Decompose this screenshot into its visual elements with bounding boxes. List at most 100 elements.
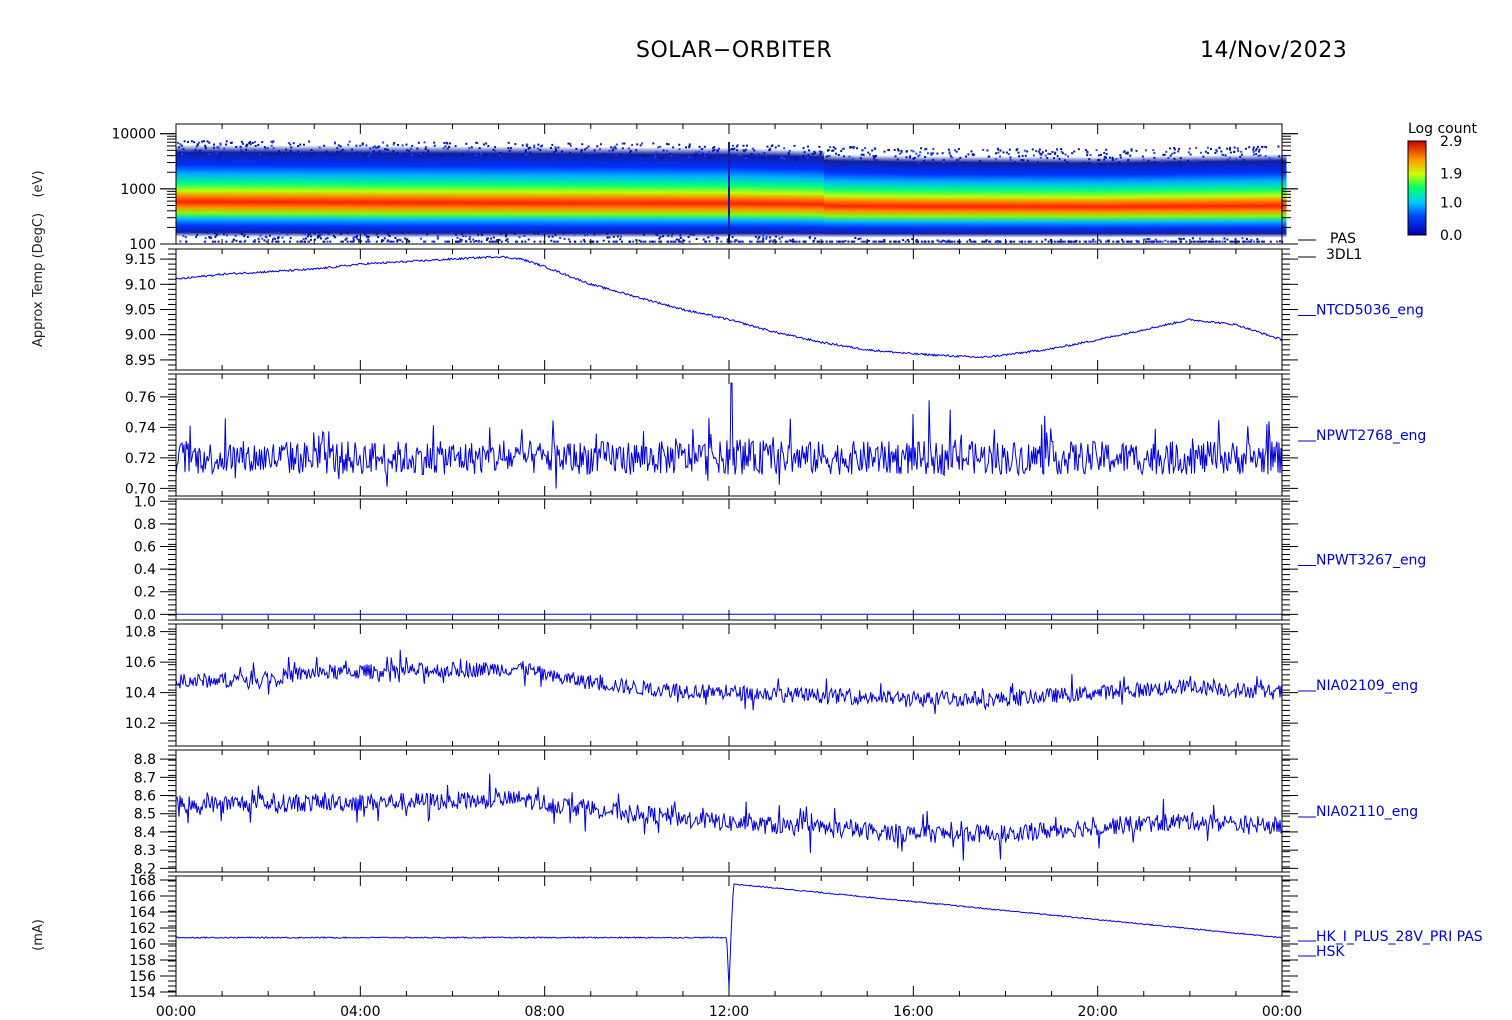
- panel-frame: [175, 623, 1283, 747]
- spectrogram-column: [380, 145, 387, 238]
- spectrogram-column: [842, 154, 849, 238]
- y-tick-label: 0.4: [134, 562, 156, 578]
- spectrogram-column: [1268, 154, 1275, 238]
- spectrogram-column: [1238, 154, 1245, 238]
- y-tick-label: 0.72: [125, 451, 156, 467]
- spectrogram-column: [1106, 156, 1113, 238]
- trace-nia02109-eng: [175, 649, 1283, 714]
- spectrogram-column: [572, 146, 579, 238]
- y-tick-label: 10.8: [125, 625, 156, 641]
- y-tick-label: 1.0: [134, 494, 156, 510]
- spectrogram-column: [1052, 156, 1059, 238]
- spectrogram-column: [1010, 156, 1017, 238]
- spectrogram-column: [680, 147, 687, 238]
- spectrogram-column: [1148, 155, 1155, 238]
- spectrogram-column: [476, 146, 483, 238]
- y-tick-label: 0.6: [134, 539, 156, 555]
- y-tick-label: 9.15: [125, 252, 156, 268]
- y-tick-label: 154: [129, 985, 156, 1001]
- spectrogram-column: [512, 146, 519, 238]
- colorbar-tick-label: 2.9: [1440, 134, 1462, 150]
- spectrogram-column: [206, 144, 213, 237]
- spectrogram-column: [578, 146, 585, 238]
- spectrogram-column: [434, 145, 441, 238]
- panel-label: NIA02109_eng: [1316, 678, 1418, 694]
- spectrogram-column: [296, 145, 303, 238]
- spectrogram-column: [338, 145, 345, 238]
- spectrogram-column: [1232, 154, 1239, 238]
- spectrogram-column: [662, 147, 669, 238]
- y-tick-label: 1000: [120, 182, 156, 198]
- spectrogram: [176, 144, 1287, 238]
- spectrogram-column: [1016, 156, 1023, 238]
- spectrogram-column: [212, 144, 219, 238]
- spectrogram-column: [620, 147, 627, 238]
- spectrogram-column: [656, 147, 663, 238]
- spectrogram-column: [332, 145, 339, 238]
- spectrogram-column: [464, 146, 471, 238]
- spectrogram-column: [548, 146, 555, 238]
- spectrogram-column: [230, 144, 237, 238]
- spectrogram-column: [722, 147, 729, 238]
- spectrogram-column: [494, 146, 501, 238]
- panel-frame: [175, 749, 1283, 873]
- spectrogram-column: [1274, 154, 1281, 238]
- spectrogram-column: [1070, 156, 1077, 238]
- spectrogram-column: [788, 149, 795, 238]
- spectrogram-column: [650, 147, 657, 238]
- spectrogram-column: [1214, 154, 1221, 238]
- y-tick-label: 160: [129, 937, 156, 953]
- spectrogram-column: [1160, 155, 1167, 238]
- spectrogram-column: [596, 146, 603, 238]
- spectrogram-column: [308, 145, 315, 238]
- spectrogram-column: [1118, 156, 1125, 238]
- panel-label-main: HK_I_PLUS_28V_PRI PAS: [1316, 929, 1483, 945]
- spectrogram-column: [638, 147, 645, 238]
- spectrogram-column: [668, 147, 675, 238]
- colorbar: Log count 2.9 1.9 1.0 0.0: [1407, 121, 1477, 244]
- spectrogram-column: [542, 146, 549, 238]
- panel-5: 10.2 10.4 10.6 10.8 NIA02109_eng: [125, 623, 1418, 747]
- spectrogram-column: [626, 147, 633, 238]
- spectrogram-column: [710, 147, 717, 238]
- spectrogram-column: [674, 147, 681, 238]
- spectrogram-column: [500, 146, 507, 238]
- spectrogram-column: [1262, 154, 1269, 238]
- spectrogram-column: [374, 145, 381, 238]
- spectrogram-column: [554, 146, 561, 238]
- spectrogram-column: [392, 145, 399, 238]
- spectrogram-column: [1034, 156, 1041, 238]
- y-tick-label: 8.2: [134, 861, 156, 877]
- spectrogram-column: [890, 155, 897, 238]
- spectrogram-column: [344, 145, 351, 238]
- y-tick-label: 0.0: [134, 607, 156, 623]
- spectrogram-column: [614, 146, 621, 238]
- spectrogram-column: [188, 144, 195, 237]
- spectrogram-column: [950, 155, 957, 238]
- spectrogram-column: [458, 146, 465, 238]
- spectrogram-column: [1046, 156, 1053, 238]
- spectrogram-column: [530, 146, 537, 238]
- spectrogram-column: [350, 145, 357, 238]
- spectrogram-column: [398, 145, 405, 238]
- panel-6: 8.2 8.3 8.4 8.5 8.6 8.7 8.8 NIA02110_eng: [134, 749, 1418, 877]
- panel-label-sub: HSK: [1316, 944, 1345, 960]
- y-tick-label: 8.6: [134, 789, 156, 805]
- spectrogram-column: [782, 149, 789, 238]
- spectrogram-column: [1130, 156, 1137, 238]
- y-tick-label: 164: [129, 905, 156, 921]
- spectrogram-column: [818, 150, 825, 238]
- x-tick-label: 16:00: [893, 1004, 933, 1020]
- spectrogram-column: [446, 145, 453, 238]
- spectrogram-column: [980, 156, 987, 238]
- spectrogram-column: [1226, 154, 1233, 238]
- spectrogram-column: [410, 145, 417, 238]
- spectrogram-column: [290, 145, 297, 238]
- spectrogram-column: [1022, 156, 1029, 238]
- spectrogram-column: [404, 145, 411, 238]
- colorbar-title: Log count: [1408, 121, 1477, 137]
- panel-label-3dl1: 3DL1: [1326, 247, 1362, 263]
- spectrogram-column: [794, 149, 801, 238]
- spectrogram-column: [1154, 155, 1161, 238]
